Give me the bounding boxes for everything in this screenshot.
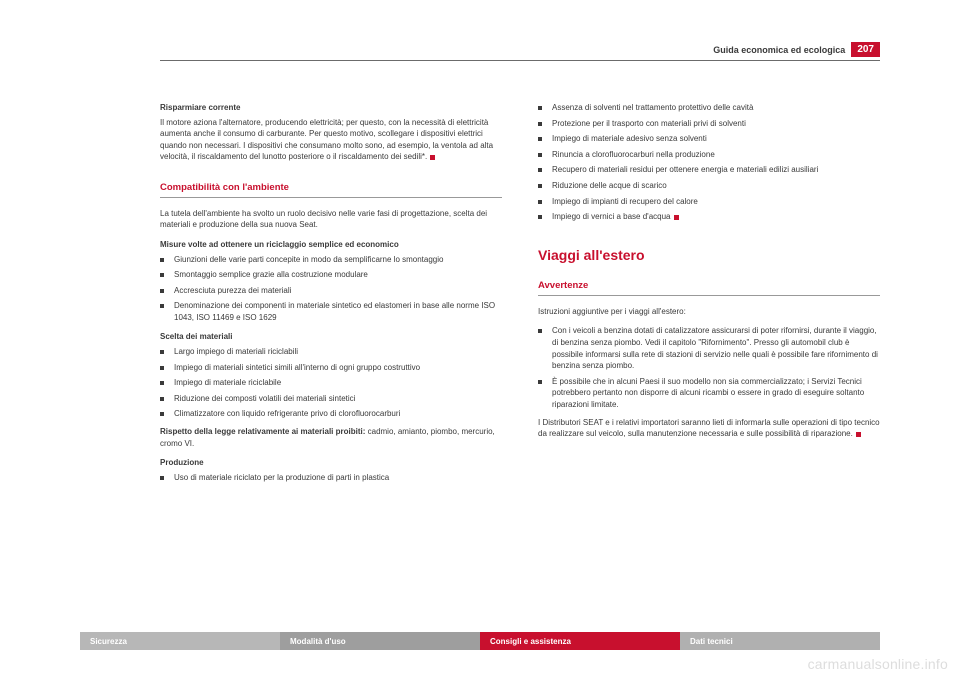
bullet-icon — [538, 168, 542, 172]
list-item: Impiego di materiali sintetici simili al… — [160, 362, 502, 374]
content-columns: Risparmiare corrente Il motore aziona l'… — [160, 102, 880, 618]
bullet-icon — [160, 273, 164, 277]
para-rispetto: Rispetto della legge relativamente ai ma… — [160, 426, 502, 449]
bullet-icon — [160, 304, 164, 308]
footer-tabs: Sicurezza Modalità d'uso Consigli e assi… — [80, 632, 880, 650]
list-item: Accresciuta purezza dei materiali — [160, 285, 502, 297]
tab-consigli[interactable]: Consigli e assistenza — [480, 632, 680, 650]
list-item-text: Climatizzatore con liquido refrigerante … — [174, 408, 400, 420]
watermark-text: carmanualsonline.info — [808, 656, 948, 672]
left-column: Risparmiare corrente Il motore aziona l'… — [160, 102, 502, 618]
list-item-text: Impiego di materiali sintetici simili al… — [174, 362, 420, 374]
list-item-text: Accresciuta purezza dei materiali — [174, 285, 291, 297]
bullet-icon — [538, 215, 542, 219]
heading-misure: Misure volte ad ottenere un riciclaggio … — [160, 239, 502, 251]
bullet-icon — [538, 137, 542, 141]
list-item-text: Riduzione delle acque di scarico — [552, 180, 667, 192]
list-item: Impiego di vernici a base d'acqua — [538, 211, 880, 223]
heading-scelta: Scelta dei materiali — [160, 331, 502, 343]
bullet-icon — [538, 380, 542, 384]
para-distributori-text: I Distributori SEAT e i relativi importa… — [538, 418, 880, 439]
list-item: Uso di materiale riciclato per la produz… — [160, 472, 502, 484]
list-item-text: Riduzione dei composti volatili dei mate… — [174, 393, 355, 405]
page-number-badge: 207 — [851, 42, 880, 57]
tab-sicurezza[interactable]: Sicurezza — [80, 632, 280, 650]
list-item: Riduzione dei composti volatili dei mate… — [160, 393, 502, 405]
bullet-icon — [538, 184, 542, 188]
heading-rule — [160, 197, 502, 198]
list-item-text: Con i veicoli a benzina dotati di catali… — [552, 325, 880, 371]
list-item: Con i veicoli a benzina dotati di catali… — [538, 325, 880, 371]
heading-compatibilita: Compatibilità con l'ambiente — [160, 181, 502, 195]
list-item: Giunzioni delle varie parti concepite in… — [160, 254, 502, 266]
para-risparmiare: Il motore aziona l'alternatore, producen… — [160, 117, 502, 163]
page-header: Guida economica ed ecologica 207 — [713, 42, 880, 57]
bullet-icon — [538, 200, 542, 204]
list-item: Impiego di materiale riciclabile — [160, 377, 502, 389]
list-item-text: Impiego di impianti di recupero del calo… — [552, 196, 698, 208]
bullet-icon — [160, 350, 164, 354]
end-mark-icon — [674, 215, 679, 220]
list-item-text: Impiego di materiale riciclabile — [174, 377, 281, 389]
heading-rule — [538, 295, 880, 296]
list-item-text: Uso di materiale riciclato per la produz… — [174, 472, 389, 484]
list-item-text: Rinuncia a clorofluorocarburi nella prod… — [552, 149, 715, 161]
list-item-inner: Impiego di vernici a base d'acqua — [552, 212, 671, 221]
para-rispetto-label: Rispetto della legge relativamente ai ma… — [160, 427, 365, 436]
list-item: Smontaggio semplice grazie alla costruzi… — [160, 269, 502, 281]
bullet-icon — [160, 381, 164, 385]
list-item: Recupero di materiali residui per ottene… — [538, 164, 880, 176]
list-item-text: Assenza di solventi nel trattamento prot… — [552, 102, 753, 114]
list-item: Denominazione dei componenti in material… — [160, 300, 502, 323]
list-item-text: Recupero di materiali residui per ottene… — [552, 164, 818, 176]
manual-page: Guida economica ed ecologica 207 Risparm… — [0, 0, 960, 678]
heading-risparmiare: Risparmiare corrente — [160, 102, 502, 114]
bullet-icon — [160, 289, 164, 293]
bullet-icon — [538, 106, 542, 110]
para-distributori: I Distributori SEAT e i relativi importa… — [538, 417, 880, 440]
header-rule — [160, 60, 880, 61]
list-item: Largo impiego di materiali riciclabili — [160, 346, 502, 358]
list-item: Climatizzatore con liquido refrigerante … — [160, 408, 502, 420]
list-item: Impiego di materiale adesivo senza solve… — [538, 133, 880, 145]
list-item-text: Impiego di materiale adesivo senza solve… — [552, 133, 707, 145]
list-item: Assenza di solventi nel trattamento prot… — [538, 102, 880, 114]
list-item-text: È possibile che in alcuni Paesi il suo m… — [552, 376, 880, 411]
para-istruzioni: Istruzioni aggiuntive per i viaggi all'e… — [538, 306, 880, 318]
list-item-text: Protezione per il trasporto con material… — [552, 118, 746, 130]
end-mark-icon — [856, 432, 861, 437]
list-item: È possibile che in alcuni Paesi il suo m… — [538, 376, 880, 411]
list-item-text: Smontaggio semplice grazie alla costruzi… — [174, 269, 368, 281]
bullet-icon — [160, 258, 164, 262]
list-item: Protezione per il trasporto con material… — [538, 118, 880, 130]
list-item-text: Denominazione dei componenti in material… — [174, 300, 502, 323]
right-column: Assenza di solventi nel trattamento prot… — [538, 102, 880, 618]
bullet-icon — [538, 122, 542, 126]
bullet-icon — [160, 366, 164, 370]
para-risparmiare-text: Il motore aziona l'alternatore, producen… — [160, 118, 493, 162]
tab-dati[interactable]: Dati tecnici — [680, 632, 880, 650]
bullet-icon — [538, 153, 542, 157]
bullet-icon — [160, 412, 164, 416]
list-item-text: Giunzioni delle varie parti concepite in… — [174, 254, 443, 266]
list-item: Impiego di impianti di recupero del calo… — [538, 196, 880, 208]
heading-avvertenze: Avvertenze — [538, 279, 880, 293]
tab-modalita[interactable]: Modalità d'uso — [280, 632, 480, 650]
list-item: Riduzione delle acque di scarico — [538, 180, 880, 192]
heading-produzione: Produzione — [160, 457, 502, 469]
list-item-text: Largo impiego di materiali riciclabili — [174, 346, 298, 358]
list-item: Rinuncia a clorofluorocarburi nella prod… — [538, 149, 880, 161]
header-section-title: Guida economica ed ecologica — [713, 45, 845, 55]
list-item-text: Impiego di vernici a base d'acqua — [552, 211, 679, 223]
end-mark-icon — [430, 155, 435, 160]
para-compatibilita: La tutela dell'ambiente ha svolto un ruo… — [160, 208, 502, 231]
heading-viaggi: Viaggi all'estero — [538, 245, 880, 265]
bullet-icon — [538, 329, 542, 333]
bullet-icon — [160, 476, 164, 480]
bullet-icon — [160, 397, 164, 401]
